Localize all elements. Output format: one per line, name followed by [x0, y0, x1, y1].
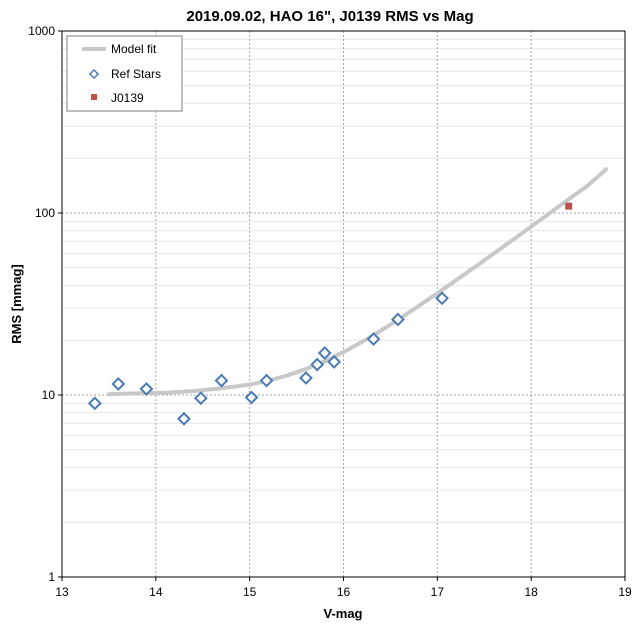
- x-axis-label: V-mag: [323, 606, 362, 621]
- ref-star-point: [391, 312, 405, 327]
- y-tick-label: 1000: [28, 24, 55, 38]
- x-tick-label: 18: [524, 585, 538, 599]
- legend-j0139-swatch: [91, 94, 97, 100]
- ref-star-point: [87, 396, 102, 411]
- y-tick-label: 1: [48, 570, 55, 584]
- ref-star-point: [317, 346, 332, 360]
- grid: [61, 30, 626, 578]
- x-tick-label: 13: [55, 585, 69, 599]
- x-tick-label: 17: [431, 585, 445, 599]
- legend-ref-stars-label: Ref Stars: [111, 67, 161, 81]
- y-tick-label: 10: [42, 388, 56, 402]
- legend-model-fit-label: Model fit: [111, 42, 157, 56]
- ref-star-point: [366, 332, 381, 346]
- x-tick-label: 16: [337, 585, 351, 599]
- ref-star-point: [310, 357, 325, 372]
- axis-ticks: 13 14 15 16 17 18 19 1 10 100 1000: [28, 24, 632, 599]
- x-tick-label: 14: [149, 585, 163, 599]
- ref-star-point: [193, 391, 208, 406]
- y-axis-label: RMS [mmag]: [9, 264, 24, 343]
- legend-j0139-label: J0139: [111, 91, 144, 105]
- model-fit-line: [106, 167, 609, 397]
- ref-star-point: [214, 373, 229, 388]
- ref-star-point: [244, 390, 259, 405]
- chart-title: 2019.09.02, HAO 16", J0139 RMS vs Mag: [186, 8, 473, 25]
- series-layer: [87, 167, 609, 426]
- j0139-point: [565, 202, 573, 210]
- ref-star-point: [259, 373, 274, 388]
- ref-star-point: [327, 354, 342, 369]
- ref-star-point: [435, 291, 449, 306]
- ref-star-point: [299, 371, 313, 385]
- y-tick-label: 100: [35, 206, 55, 220]
- legend-ref-stars-swatch: [88, 68, 100, 80]
- x-tick-label: 19: [618, 585, 632, 599]
- ref-star-point: [139, 382, 154, 396]
- ref-star-point: [177, 411, 191, 426]
- legend: Model fit Ref Stars J0139: [66, 35, 183, 112]
- x-tick-label: 15: [243, 585, 257, 599]
- ref-star-point: [111, 377, 126, 391]
